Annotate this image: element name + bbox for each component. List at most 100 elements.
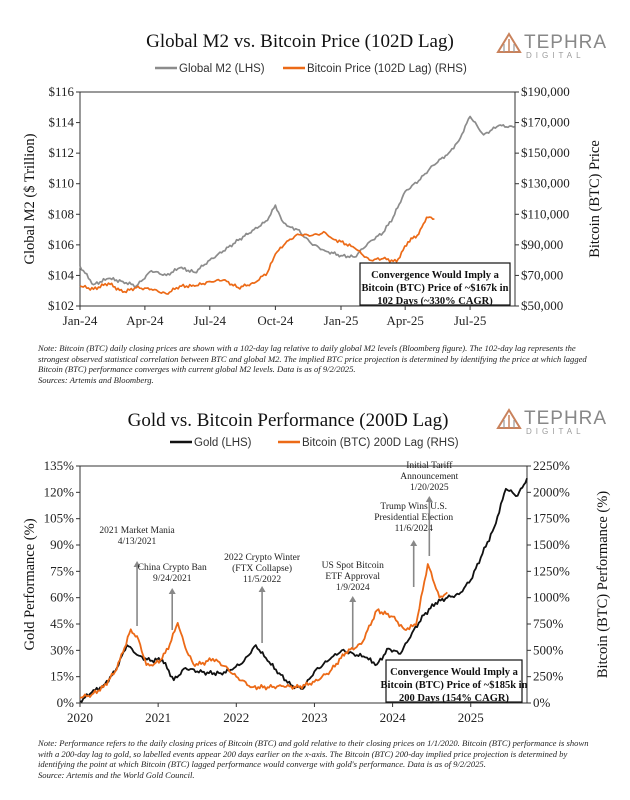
legend-label: Global M2 (LHS) [179,63,265,75]
y-left-tick-label: $104 [48,267,75,282]
y-left-tick-label: 120% [44,484,75,499]
gold-vs-bitcoin-panel: Gold vs. Bitcoin Performance (200D Lag) … [0,398,630,800]
note-text: Note: Performance refers to the daily cl… [38,738,589,769]
y-left-tick-label: $106 [48,237,75,252]
event-label: 11/5/2022 [243,575,281,585]
y-left-tick-label: $108 [48,206,74,221]
event-label: 2022 Crypto Winter [224,553,301,563]
y-right-tick-label: $70,000 [521,267,563,282]
brand-name: TEPHRA [524,32,607,53]
y-left-tick-label: $116 [48,84,74,99]
event-arrow-head [258,586,266,592]
event-arrow-head [425,496,433,502]
x-tick-label: Jul-25 [454,313,487,328]
event-annotation: 2022 Crypto Winter(FTX Collapse)11/5/202… [224,553,301,643]
chart-axes: 0% 15% 30% 45% 60% 75% 90% 105% 120% 135% 0% 250% 50… [22,458,611,725]
x-tick-label: Jul-24 [194,313,227,328]
chart-title: Global M2 vs. Bitcoin Price (102D Lag) [146,31,454,52]
event-label: 11/6/2024 [395,524,433,534]
y-right-tick-label: 1250% [533,563,570,578]
y-right-tick-label: 0% [533,695,551,710]
x-tick-label: 2023 [301,710,327,725]
x-tick-label: Oct-24 [257,313,294,328]
chart-series [79,115,515,295]
y-left-tick-label: 135% [44,458,75,473]
x-tick-label: 2024 [380,710,407,725]
event-arrow-head [410,540,418,546]
chart-note: Note: Performance refers to the daily cl… [38,738,598,780]
y-left-tick-label: $114 [48,115,74,130]
x-tick-label: 2022 [223,710,249,725]
x-tick-label: Jan-24 [63,313,98,328]
chart-title: Gold vs. Bitcoin Performance (200D Lag) [128,410,449,431]
y-right-tick-label: 2000% [533,484,570,499]
legend-label: Gold (LHS) [194,437,252,449]
event-label: China Crypto Ban [138,563,207,573]
x-tick-label: Apr-24 [126,313,164,328]
event-label: 1/9/2024 [336,583,370,593]
series-line-0 [79,115,515,288]
annotation-text: 102 Days (~330% CAGR) [377,296,493,307]
chart-legend: Gold (LHS) Bitcoin (BTC) 200D Lag (RHS) [170,437,459,449]
plot-frame [79,91,516,307]
x-tick-label: Apr-25 [387,313,424,328]
y-left-tick-label: 45% [50,616,74,631]
y-left-tick-label: 90% [50,537,74,552]
y-left-tick-label: 0% [57,695,75,710]
y-right-tick-label: $90,000 [521,237,563,252]
y-right-tick-label: 750% [533,616,564,631]
y-left-tick-label: 30% [50,642,74,657]
brand-subtitle: DIGITAL [526,51,585,60]
plot-frame [79,465,528,704]
tephra-logo: TEPHRA DIGITAL [496,408,607,436]
event-label: Trump Wins U.S. [380,502,447,512]
event-label: Initial Tariff [406,460,453,471]
y-right-tick-label: $150,000 [521,145,570,160]
x-tick-label: 2020 [67,710,93,725]
y-left-tick-label: $112 [48,145,74,160]
y-left-tick-label: 60% [50,590,74,605]
y-left-axis-label: Gold Performance (%) [22,518,38,650]
m2-vs-bitcoin-chart: Global M2 vs. Bitcoin Price (102D Lag) T… [22,31,607,328]
chart-note: Note: Bitcoin (BTC) daily closing prices… [38,343,598,385]
y-right-tick-label: 2250% [533,458,570,473]
event-label: 2021 Market Mania [99,526,175,536]
y-left-tick-label: 105% [44,511,75,526]
m2-vs-bitcoin-panel: Global M2 vs. Bitcoin Price (102D Lag) T… [0,0,630,392]
event-label: 1/20/2025 [410,483,449,493]
y-right-tick-label: 500% [533,642,564,657]
legend-label: Bitcoin (BTC) 200D Lag (RHS) [302,437,459,449]
event-label: Announcement [400,472,458,482]
annotation-text: Bitcoin (BTC) Price of ~$185k in [381,680,528,691]
gold-vs-bitcoin-chart: Gold vs. Bitcoin Performance (200D Lag) … [22,408,611,725]
event-arrow-head [168,588,176,594]
brand-name: TEPHRA [524,408,607,429]
tephra-mountain-icon [496,408,522,429]
chart-axes: $102 $104 $106 $108 $110 $112 $114 $116 $50,000 $… [22,84,603,328]
event-label: US Spot Bitcoin [322,561,385,571]
source-text: Sources: Artemis and Bloomberg. [38,374,154,385]
event-label: (FTX Collapse) [232,563,292,574]
series-line-0 [79,477,528,703]
y-right-tick-label: 1500% [533,537,570,552]
annotation-text: 200 Days (154% CAGR) [399,693,509,704]
x-tick-label: 2021 [145,710,171,725]
event-arrow-head [133,561,141,567]
y-right-tick-label: 1750% [533,511,570,526]
y-right-axis-label: Bitcoin (BTC) Price [587,140,603,258]
y-left-tick-label: 15% [50,669,74,684]
chart-legend: Global M2 (LHS) Bitcoin Price (102D Lag) … [155,63,467,75]
event-label: Presidential Election [374,513,453,523]
y-right-tick-label: 1000% [533,590,570,605]
annotation-text: Convergence Would Imply a [371,270,500,281]
y-left-tick-label: $102 [48,298,74,313]
y-right-tick-label: $50,000 [521,298,563,313]
y-right-tick-label: 250% [533,669,564,684]
annotation-frame [359,262,511,306]
tephra-logo: TEPHRA DIGITAL [496,32,607,60]
series-line-1 [79,216,435,295]
